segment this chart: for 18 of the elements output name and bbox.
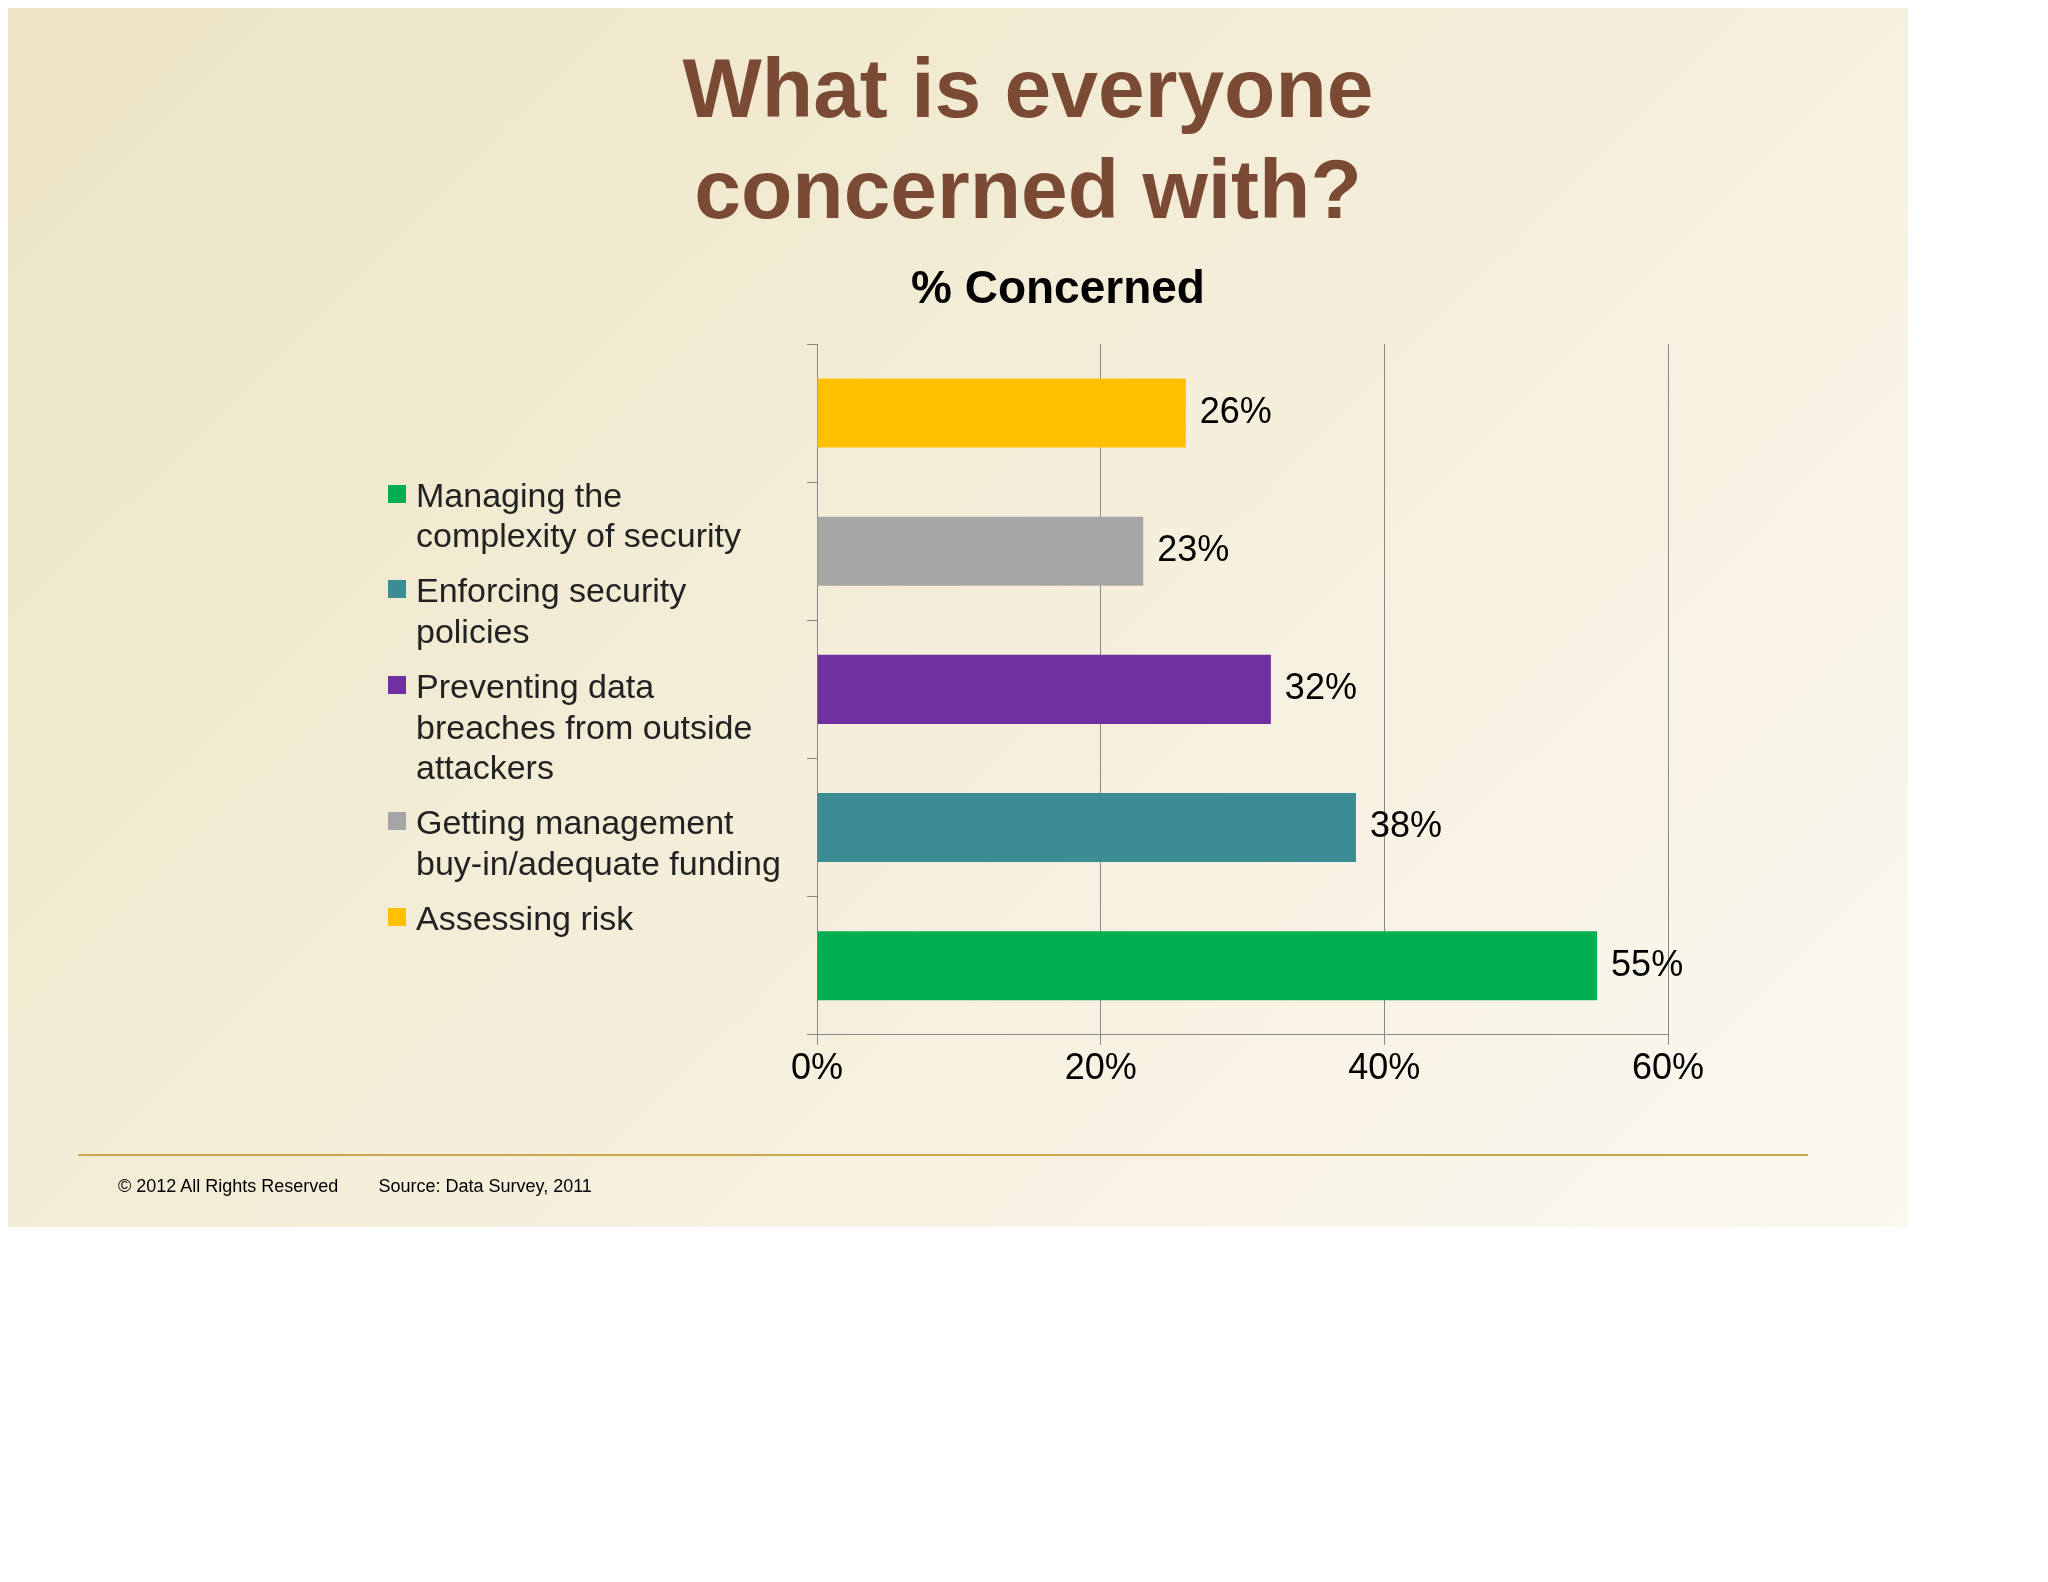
- x-tick-label: 20%: [1064, 1045, 1137, 1087]
- text: © 2012 All Rights Reserved: [118, 1175, 339, 1197]
- data-label: 32%: [1284, 665, 1357, 707]
- chart-subtitle: % Concerned: [910, 259, 1206, 314]
- x-tick-label: 60%: [1631, 1045, 1705, 1087]
- data-label: 26%: [1199, 389, 1272, 431]
- x-tick-label: 40%: [1348, 1045, 1421, 1087]
- legend-label: Getting management buy-in/adequate funding: [416, 802, 782, 884]
- legend-label: Assessing risk: [416, 897, 634, 939]
- legend-label: Preventing data breaches from outside attackers: [416, 665, 754, 789]
- legend-label: Managing the complexity of security: [416, 474, 742, 557]
- data-label: 55%: [1611, 942, 1684, 984]
- data-label: 38%: [1369, 804, 1443, 846]
- chart-title: What is everyone concerned with?: [681, 40, 1375, 238]
- x-tick-label: 0%: [791, 1045, 844, 1087]
- legend-label: Enforcing security policies: [416, 570, 688, 652]
- source-note: Source: Data Survey, 2011: [378, 1175, 592, 1197]
- data-label: 23%: [1157, 527, 1230, 569]
